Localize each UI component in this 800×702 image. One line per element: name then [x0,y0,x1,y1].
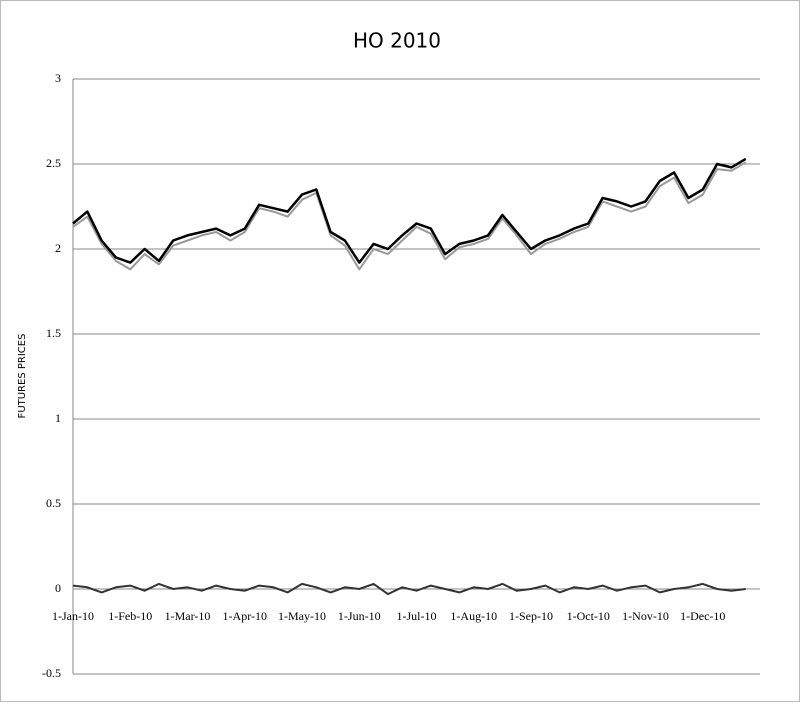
x-tick-label: 1-Jun-10 [338,609,381,623]
x-tick-label: 1-Jul-10 [397,609,437,623]
chart-title: HO 2010 [353,29,441,53]
y-tick-label: 1.5 [46,326,61,340]
data-line [72,161,747,271]
y-tick-label: 0.5 [46,496,61,510]
x-tick-label: 1-Feb-10 [108,609,152,623]
y-tick-label: 1 [55,411,61,425]
y-tick-label: -0.5 [42,666,61,680]
x-tick-label: 1-Apr-10 [223,609,267,623]
x-tick-label: 1-Aug-10 [450,609,497,623]
x-tick-label: 1-Dec-10 [680,609,725,623]
y-axis-label: FUTURES PRICES [17,334,28,419]
x-tick-label: 1-Nov-10 [622,609,669,623]
x-tick-label: 1-Jan-10 [52,609,94,623]
y-tick-label: 3 [55,71,61,85]
x-tick-label: 1-Sep-10 [509,609,553,623]
data-line [72,582,746,596]
x-tick-label: 1-Oct-10 [567,609,610,623]
x-tick-label: 1-May-10 [278,609,326,623]
y-tick-label: 0 [55,581,61,595]
x-tick-label: 1-Mar-10 [165,609,211,623]
y-tick-label: 2.5 [46,156,61,170]
data-line [72,157,747,264]
y-tick-label: 2 [55,241,61,255]
